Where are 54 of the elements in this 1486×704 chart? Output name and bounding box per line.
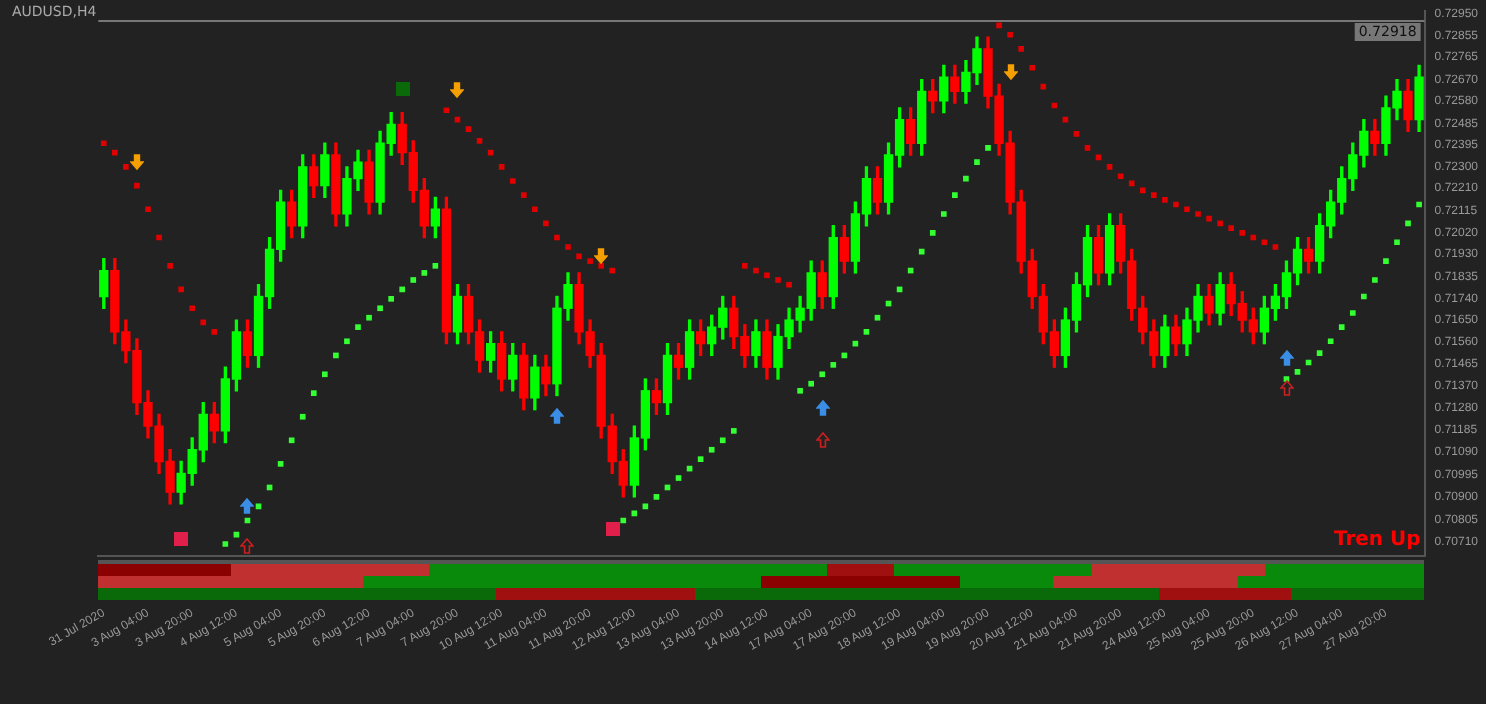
point bbox=[1040, 83, 1047, 90]
point bbox=[753, 267, 759, 274]
point bbox=[1117, 173, 1124, 180]
point bbox=[1184, 206, 1190, 213]
point bbox=[178, 286, 184, 293]
point bbox=[1250, 234, 1257, 241]
point bbox=[443, 107, 450, 114]
point bbox=[609, 267, 616, 274]
point bbox=[1007, 31, 1013, 38]
point bbox=[1128, 180, 1135, 187]
point bbox=[775, 277, 781, 283]
point bbox=[1272, 244, 1279, 250]
point bbox=[1239, 230, 1246, 236]
point bbox=[156, 234, 162, 241]
point bbox=[134, 182, 140, 189]
point bbox=[520, 192, 527, 198]
point bbox=[587, 258, 593, 264]
point bbox=[1150, 192, 1157, 198]
point bbox=[465, 126, 472, 132]
point bbox=[1018, 46, 1025, 52]
point bbox=[543, 220, 549, 227]
point bbox=[786, 281, 792, 288]
point bbox=[145, 206, 151, 213]
point bbox=[1029, 64, 1036, 71]
point bbox=[742, 263, 748, 269]
point bbox=[1228, 225, 1235, 231]
point bbox=[509, 178, 516, 184]
point bbox=[211, 329, 218, 335]
point bbox=[598, 263, 604, 269]
point bbox=[1073, 130, 1080, 137]
point bbox=[1162, 196, 1168, 203]
point bbox=[1084, 145, 1091, 151]
point bbox=[532, 206, 538, 213]
point bbox=[554, 234, 560, 241]
point bbox=[565, 244, 571, 250]
point bbox=[476, 138, 483, 144]
point bbox=[167, 263, 173, 269]
point bbox=[764, 272, 770, 279]
point bbox=[200, 319, 207, 326]
point bbox=[1173, 201, 1179, 208]
point bbox=[1217, 220, 1223, 227]
point bbox=[189, 305, 196, 312]
point bbox=[576, 253, 582, 260]
annotation: Tren Up bbox=[1333, 529, 1421, 552]
point bbox=[1261, 239, 1268, 246]
point bbox=[1106, 163, 1113, 170]
point bbox=[112, 149, 118, 156]
point bbox=[1206, 215, 1212, 222]
point bbox=[123, 163, 129, 170]
point bbox=[996, 22, 1002, 29]
point bbox=[1139, 187, 1146, 194]
point bbox=[1195, 211, 1201, 217]
point bbox=[100, 140, 107, 147]
point bbox=[498, 163, 505, 170]
